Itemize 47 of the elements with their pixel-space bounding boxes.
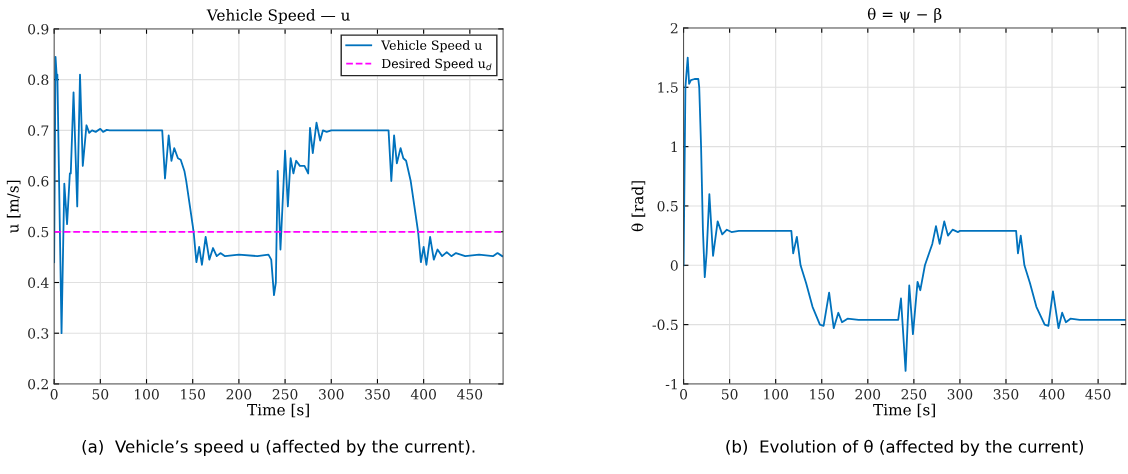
- y-tick-label: 0.4: [28, 277, 49, 288]
- x-axis-title: Time [s]: [873, 403, 935, 418]
- x-tick-label: 300: [319, 389, 344, 400]
- x-tick-label: 50: [721, 389, 738, 400]
- line-series: [54, 55, 504, 335]
- x-tick-label: 300: [947, 389, 973, 400]
- x-tick-label: 50: [92, 389, 109, 400]
- text: (a) Vehicle’s speed u (affected by the current).: [82, 439, 475, 456]
- x-tick-label: 400: [1039, 389, 1065, 400]
- y-tick-label: 1.5: [658, 82, 678, 93]
- x-tick-label: 0: [50, 389, 58, 400]
- x-tick-label: 250: [901, 389, 927, 400]
- x-tick-label: 450: [1085, 389, 1111, 400]
- x-tick-label: 450: [457, 389, 483, 400]
- chart-title: Vehicle Speed — u: [206, 8, 350, 24]
- line-series: [683, 56, 1126, 372]
- y-tick-label: -1: [665, 378, 677, 390]
- x-tick-label: 100: [764, 389, 789, 400]
- y-axis-title: θ [rad]: [631, 181, 646, 232]
- x-tick-label: 100: [134, 389, 159, 400]
- y-tick-label: 0.3: [28, 328, 49, 339]
- y-tick-label: 0.5: [657, 200, 678, 212]
- y-tick-label: 0.9: [28, 23, 49, 35]
- y-tick-label: 0.7: [28, 125, 49, 136]
- y-tick-label: 0.5: [28, 226, 49, 238]
- y-tick-label: 0: [670, 260, 678, 271]
- legend-label: Vehicle Speed u: [381, 40, 482, 53]
- y-tick-label: 2: [670, 22, 678, 34]
- x-tick-label: 400: [410, 389, 436, 400]
- x-tick-label: 350: [993, 389, 1019, 400]
- y-tick-label: -0.5: [652, 319, 678, 331]
- text: (b) Evolution of θ (affected by the current): [726, 439, 1084, 457]
- x-tick-label: 150: [810, 389, 835, 400]
- y-tick-label: 0.2: [28, 378, 48, 390]
- y-tick-label: 0.8: [28, 74, 49, 86]
- chart-title: θ = ψ − β: [867, 7, 942, 23]
- x-tick-label: 150: [181, 389, 206, 400]
- y-tick-label: 1: [671, 141, 677, 152]
- y-tick-label: 0.6: [28, 176, 49, 187]
- x-tick-label: 200: [855, 389, 881, 400]
- x-tick-label: 350: [365, 389, 390, 400]
- y-axis-title: u [m/s]: [6, 180, 21, 234]
- x-tick-label: 0: [680, 389, 688, 400]
- legend-label: Desired Speed u$_{d}$: [381, 58, 492, 71]
- x-tick-label: 200: [226, 389, 252, 400]
- x-axis-title: Time [s]: [247, 403, 309, 418]
- x-tick-label: 250: [272, 389, 298, 400]
